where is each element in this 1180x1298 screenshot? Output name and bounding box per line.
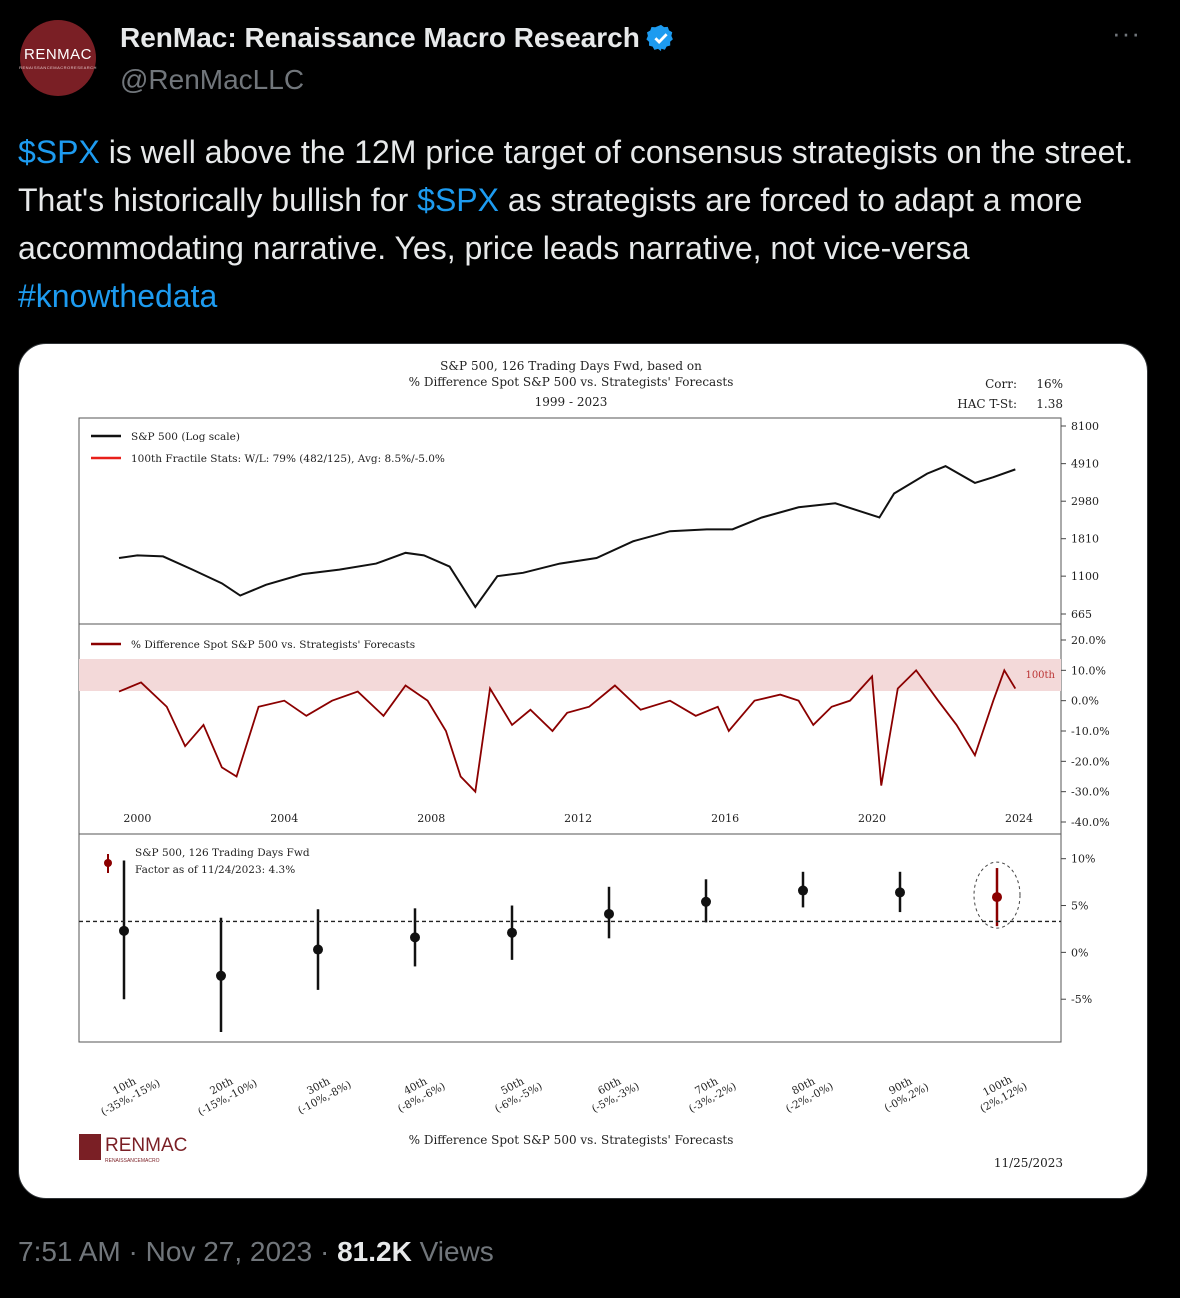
legend-factor: Factor as of 11/24/2023: 4.3% bbox=[135, 864, 295, 876]
logo-text: RENMAC bbox=[105, 1135, 187, 1156]
y-tick-label: 0.0% bbox=[1071, 695, 1099, 708]
views-count: 81.2K bbox=[337, 1236, 412, 1267]
fractile-point bbox=[895, 887, 905, 898]
y-tick-label: 10% bbox=[1071, 853, 1095, 866]
category-label: 30th(-10%,-8%) bbox=[296, 1075, 353, 1117]
author-handle[interactable]: @RenMacLLC bbox=[120, 64, 305, 95]
y-tick-label: -10.0% bbox=[1071, 725, 1110, 738]
diff-panel-frame bbox=[78, 623, 1062, 835]
hashtag-link[interactable]: #knowthedata bbox=[18, 278, 218, 314]
sp500-line bbox=[118, 465, 1016, 609]
category-label: 70th(-3%,-2%) bbox=[687, 1075, 739, 1115]
x-tick-label: 2024 bbox=[1005, 812, 1033, 825]
category-label: 80th(-2%,-0%) bbox=[784, 1075, 836, 1115]
chart-title-line: % Difference Spot S&P 500 vs. Strategist… bbox=[409, 375, 734, 389]
tweet-text-part: as strategists are forced to adapt a mor… bbox=[18, 182, 1083, 266]
verified-badge-icon[interactable] bbox=[646, 23, 676, 53]
views-label: Views bbox=[411, 1236, 494, 1267]
highlight-ellipse bbox=[973, 861, 1021, 929]
category-label: 50th(-6%,-5%) bbox=[493, 1075, 545, 1115]
fractile-panel-frame bbox=[78, 833, 1062, 1043]
y-tick-label: -20.0% bbox=[1071, 755, 1110, 768]
x-tick-label: 2016 bbox=[711, 812, 739, 825]
renmac-logo: RENMAC RENAISSANCEMACRO bbox=[79, 1134, 187, 1164]
fractile-point bbox=[507, 927, 517, 938]
fractile-point bbox=[798, 885, 808, 896]
tweet-meta: 7:51 AM · Nov 27, 2023 · 81.2K Views bbox=[18, 1236, 494, 1268]
y-tick-label: 4910 bbox=[1071, 458, 1099, 471]
x-tick-label: 2004 bbox=[270, 812, 298, 825]
y-tick-label: 665 bbox=[1071, 608, 1092, 621]
legend-diff: % Difference Spot S&P 500 vs. Strategist… bbox=[131, 639, 415, 651]
y-tick-label: -5% bbox=[1071, 993, 1092, 1006]
legend-fwd: S&P 500, 126 Trading Days Fwd bbox=[135, 847, 310, 859]
avatar-logo-subtext: RENAISSANCEMACRORESEARCH bbox=[19, 65, 97, 70]
corr-label: Corr: bbox=[985, 377, 1017, 391]
price-panel-frame bbox=[78, 417, 1062, 625]
fractile-point bbox=[992, 892, 1002, 903]
tweet-time[interactable]: 7:51 AM bbox=[18, 1236, 121, 1267]
y-tick-label: 20.0% bbox=[1071, 634, 1106, 647]
category-label: 40th(-8%,-6%) bbox=[396, 1075, 448, 1115]
author-display-name[interactable]: RenMac: Renaissance Macro Research bbox=[120, 22, 640, 53]
fractile-point bbox=[119, 925, 129, 936]
y-tick-label: 1100 bbox=[1071, 570, 1099, 583]
chart-image-card[interactable]: S&P 500, 126 Trading Days Fwd, based on … bbox=[18, 343, 1148, 1199]
chart-figure: S&P 500, 126 Trading Days Fwd, based on … bbox=[78, 359, 1110, 1170]
fractile-point bbox=[313, 944, 323, 955]
fractile-point bbox=[216, 970, 226, 981]
x-tick-label: 2000 bbox=[123, 812, 151, 825]
y-tick-label: 0% bbox=[1071, 946, 1088, 959]
fractile-point bbox=[701, 896, 711, 907]
tstat-value: 1.38 bbox=[1036, 397, 1063, 411]
tweet-text: $SPX is well above the 12M price target … bbox=[18, 128, 1158, 320]
y-tick-label: 2980 bbox=[1071, 495, 1099, 508]
legend-price: S&P 500 (Log scale) bbox=[131, 431, 240, 443]
category-label: 20th(-15%,-10%) bbox=[196, 1075, 259, 1118]
more-options-icon[interactable]: ··· bbox=[1112, 18, 1141, 48]
y-tick-label: 10.0% bbox=[1071, 664, 1106, 677]
corr-value: 16% bbox=[1036, 377, 1063, 391]
legend-fractile: 100th Fractile Stats: W/L: 79% (482/125)… bbox=[131, 453, 445, 465]
x-tick-label: 2012 bbox=[564, 812, 592, 825]
chart-title-line: S&P 500, 126 Trading Days Fwd, based on bbox=[440, 359, 702, 373]
y-tick-label: -40.0% bbox=[1071, 816, 1110, 829]
diff-line bbox=[118, 668, 1017, 794]
chart-date: 11/25/2023 bbox=[994, 1156, 1063, 1170]
band-label: 100th bbox=[1025, 670, 1055, 681]
cashtag-link[interactable]: $SPX bbox=[18, 134, 100, 170]
category-label: 60th(-5%,-3%) bbox=[590, 1075, 642, 1115]
x-axis-title: % Difference Spot S&P 500 vs. Strategist… bbox=[409, 1133, 734, 1147]
x-tick-label: 2020 bbox=[858, 812, 886, 825]
category-label: 90th(-0%,2%) bbox=[883, 1075, 931, 1114]
category-label: 10th(-35%,-15%) bbox=[99, 1075, 162, 1118]
meta-sep: · bbox=[120, 1236, 146, 1267]
logo-subtext: RENAISSANCEMACRO bbox=[105, 1158, 160, 1164]
y-tick-label: -30.0% bbox=[1071, 786, 1110, 799]
logo-mark bbox=[79, 1134, 101, 1160]
tstat-label: HAC T-St: bbox=[957, 397, 1017, 411]
y-tick-label: 1810 bbox=[1071, 533, 1099, 546]
fractile-point bbox=[604, 908, 614, 919]
tweet-text-part: is well above the 12M price target of co… bbox=[18, 134, 1134, 218]
cashtag-link[interactable]: $SPX bbox=[417, 182, 499, 218]
y-tick-label: 5% bbox=[1071, 900, 1088, 913]
meta-sep: · bbox=[312, 1236, 338, 1267]
author-name-row[interactable]: RenMac: Renaissance Macro Research bbox=[120, 22, 676, 54]
category-label: 100th(2%,12%) bbox=[978, 1074, 1029, 1116]
tweet-date[interactable]: Nov 27, 2023 bbox=[145, 1236, 313, 1267]
fractile-100th-band bbox=[79, 659, 1061, 691]
avatar-logo-text: RENMAC bbox=[23, 46, 92, 63]
chart-title-line: 1999 - 2023 bbox=[535, 395, 608, 409]
x-tick-label: 2008 bbox=[417, 812, 445, 825]
author-avatar[interactable]: RENMAC RENAISSANCEMACRORESEARCH bbox=[19, 20, 97, 96]
fractile-point bbox=[410, 932, 420, 943]
y-tick-label: 8100 bbox=[1071, 420, 1099, 433]
